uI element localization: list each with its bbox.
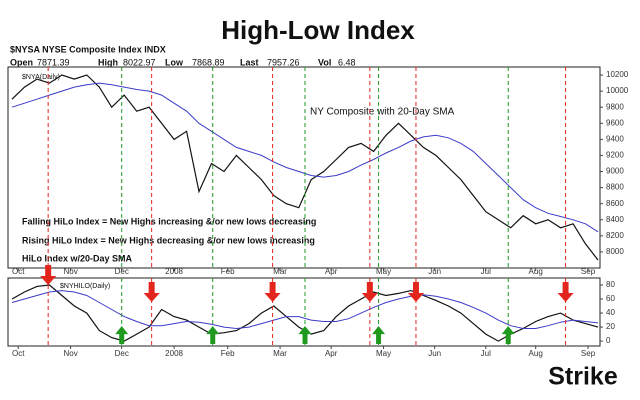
y-tick-label: 8800 [606,183,624,192]
x-tick-label: Sep [581,267,596,276]
x-tick-label: Sep [581,349,596,358]
annotation: Rising HiLo Index = New Highs decreasing… [22,235,315,245]
x-tick-label: Apr [325,267,338,276]
y-tick-label: 8200 [606,231,624,240]
series-label: $NYHILO(Daily) [60,283,110,290]
x-tick-label: Nov [63,267,77,276]
sell-arrow [143,282,160,302]
sell-arrow [264,282,281,302]
quote-label: Vol [318,57,331,67]
y-tick-label: 9400 [606,134,624,143]
symbol: $NYSA NYSE Composite Index INDX [10,44,166,54]
panel-title: NY Composite with 20-Day SMA [310,107,455,118]
series-label: $NYA(Daily) [22,74,60,81]
sell-arrow [40,265,57,285]
quote-value: 6.48 [338,57,356,67]
buy-arrow [298,326,312,344]
sma-line [11,290,599,330]
quote-value: 7868.89 [192,57,225,67]
x-tick-label: May [376,267,391,276]
quote-value: 7871.39 [37,57,70,67]
page-title: High-Low Index [221,15,415,45]
y-tick-label: 40 [606,308,615,317]
sell-arrow [557,282,574,302]
quote-value: 8022.97 [123,57,156,67]
buy-arrow [115,326,129,344]
y-tick-label: 9600 [606,118,624,127]
y-tick-label: 60 [606,294,615,303]
x-tick-label: Aug [529,267,543,276]
x-tick-label: 2008 [165,267,183,276]
quote-label: Low [165,57,184,67]
y-tick-label: 8400 [606,215,624,224]
x-tick-label: May [376,349,391,358]
y-tick-label: 10200 [606,70,629,79]
x-tick-label: Oct [12,267,25,276]
x-tick-label: Aug [529,349,543,358]
panel-title: HiLo Index w/20-Day SMA [22,253,133,263]
y-tick-label: 10000 [606,86,629,95]
annotation: Falling HiLo Index = New Highs increasin… [22,216,316,226]
quote-label: Last [240,57,259,67]
quote-label: Open [10,57,33,67]
y-tick-label: 9800 [606,102,624,111]
y-tick-label: 8600 [606,199,624,208]
sell-arrow [407,282,424,302]
y-tick-label: 9200 [606,151,624,160]
plot-frame [7,66,601,269]
buy-arrow [372,326,386,344]
plot-frame [7,277,601,347]
x-tick-label: Jul [481,349,491,358]
x-tick-label: Feb [221,267,235,276]
x-tick-label: Oct [12,349,25,358]
y-tick-label: 9000 [606,167,624,176]
sell-arrow [361,282,378,302]
buy-arrow [206,326,220,344]
x-tick-label: Jun [428,267,441,276]
y-tick-label: 8000 [606,247,624,256]
x-tick-label: Dec [115,267,129,276]
x-tick-label: Jun [428,349,441,358]
y-tick-label: 80 [606,280,615,289]
y-tick-label: 0 [606,336,611,345]
x-tick-label: Feb [221,349,235,358]
logo: Strike [548,363,618,391]
buy-arrow [501,326,515,344]
x-tick-label: 2008 [165,349,183,358]
quote-label: High [98,57,118,67]
x-tick-label: Apr [325,349,338,358]
y-tick-label: 20 [606,322,615,331]
x-tick-label: Dec [115,349,129,358]
x-tick-label: Mar [273,267,287,276]
x-tick-label: Mar [273,349,287,358]
quote-value: 7957.26 [267,57,300,67]
x-tick-label: Jul [481,267,491,276]
x-tick-label: Nov [63,349,77,358]
